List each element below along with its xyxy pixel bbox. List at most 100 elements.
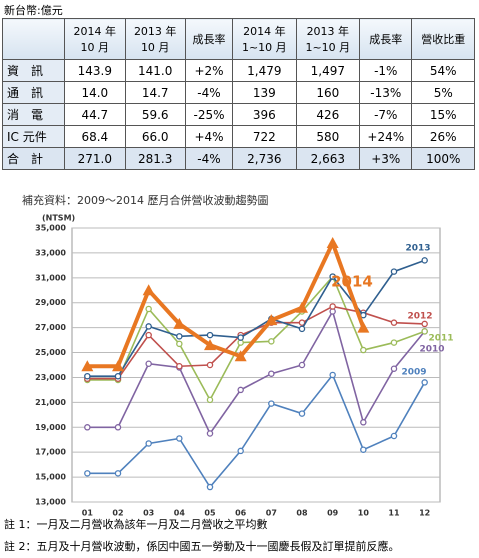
cell: 139 <box>232 81 297 104</box>
cell: 54% <box>411 59 475 82</box>
table-row: 2014 年 10 月 2013 年 10 月成長率 2014 年 1~10 月 20… <box>1 18 475 60</box>
marker <box>206 361 214 369</box>
marker <box>145 331 152 339</box>
marker <box>329 303 336 310</box>
marker <box>268 400 275 407</box>
x-tick-label: 10 <box>358 509 370 518</box>
x-tick-label: 09 <box>327 509 339 518</box>
marker <box>234 350 247 362</box>
y-tick-label: 29,000 <box>35 298 66 307</box>
series-line <box>87 275 425 402</box>
cell: 141.0 <box>124 59 186 82</box>
marker <box>84 372 91 380</box>
cell: 426 <box>295 103 361 126</box>
cell: 68.4 <box>64 125 126 148</box>
cell: 2,663 <box>295 147 361 170</box>
note: 註 1：一月及二月營收為該年一月及二月營收之平均數 <box>4 517 268 531</box>
cell: 營收比重 <box>411 18 475 60</box>
marker <box>237 447 244 455</box>
cell: 2013 年 1~10 月 <box>295 18 361 60</box>
y-tick-label: 23,000 <box>35 373 66 382</box>
marker <box>237 334 244 341</box>
marker <box>206 430 214 437</box>
table-row: 資 訊 143.9 141.0 +2% 1,479 1,497 -1% 54% <box>1 59 475 82</box>
cell: 成長率 <box>184 18 234 60</box>
marker <box>112 360 124 372</box>
x-tick-label: 06 <box>235 509 247 518</box>
cell: 281.3 <box>124 147 186 170</box>
y-tick-label: 15,000 <box>35 473 66 482</box>
marker <box>176 435 183 442</box>
marker <box>360 419 367 426</box>
cell: 消 電 <box>1 103 66 126</box>
series-line <box>87 259 425 378</box>
x-tick-label: 12 <box>419 509 430 518</box>
cell: 1,479 <box>232 59 297 82</box>
x-tick-label: 08 <box>296 509 308 518</box>
marker <box>360 446 367 453</box>
legend-label: 2009 <box>401 368 426 378</box>
cell: 通 訊 <box>1 81 66 104</box>
cell: 271.0 <box>64 147 126 170</box>
x-tick-label: 05 <box>204 509 216 518</box>
series-line <box>87 237 366 369</box>
y-tick-label: 35,000 <box>35 224 66 233</box>
table-row: IC 元件 68.4 66.0 +4% 722 580 +24% 26% <box>1 125 475 148</box>
cell: 5% <box>411 81 475 104</box>
y-tick-label: 21,000 <box>35 398 66 407</box>
cell: 160 <box>295 81 361 104</box>
marker <box>360 346 367 354</box>
y-tick-label: 27,000 <box>35 323 66 332</box>
marker <box>176 340 183 348</box>
marker <box>173 317 186 329</box>
table-row: 合 計 271.0 281.3 -4% 2,736 2,663 +3% 100% <box>1 147 475 170</box>
x-tick-label: 04 <box>174 509 186 518</box>
cell: 資 訊 <box>1 59 66 82</box>
legend-label: 2011 <box>428 334 453 344</box>
marker <box>268 338 275 345</box>
marker <box>296 301 308 313</box>
cell: 722 <box>232 125 297 148</box>
marker <box>204 339 216 351</box>
marker <box>84 424 91 431</box>
marker <box>298 361 306 369</box>
plot-area <box>71 227 441 503</box>
marker <box>357 321 370 333</box>
cell: 2,736 <box>232 147 297 170</box>
cell: -25% <box>184 103 234 126</box>
cell: 66.0 <box>124 125 186 148</box>
table: 2014 年 10 月 2013 年 10 月成長率 2014 年 1~10 月 20… <box>1 18 475 170</box>
cell: -1% <box>359 59 413 82</box>
marker <box>206 483 214 491</box>
series-line <box>87 373 426 489</box>
cell: +2% <box>184 59 234 82</box>
cell: -4% <box>184 81 234 104</box>
marker <box>114 424 122 431</box>
marker <box>390 268 398 275</box>
cell: 2014 年 10 月 <box>64 18 126 60</box>
marker <box>206 331 214 339</box>
marker <box>142 284 155 296</box>
cell: 14.0 <box>64 81 126 104</box>
marker <box>298 410 306 417</box>
marker <box>421 379 428 386</box>
y-tick-label: 17,000 <box>35 448 66 457</box>
marker <box>421 257 428 264</box>
cell: 1,497 <box>295 59 361 82</box>
marker <box>298 319 306 326</box>
marker <box>145 305 152 313</box>
marker <box>114 372 122 380</box>
marker <box>176 362 183 370</box>
series-line <box>87 309 426 436</box>
table-row: 消 電 44.7 59.6 -25% 396 426 -7% 15% <box>1 103 475 126</box>
cell: +4% <box>184 125 234 148</box>
marker <box>326 236 339 248</box>
cell: 26% <box>411 125 475 148</box>
marker <box>329 273 336 280</box>
marker <box>390 432 398 440</box>
y-tick-label: 25,000 <box>35 348 66 357</box>
legend-label: 2012 <box>407 312 432 322</box>
marker <box>145 360 152 368</box>
y-tick-label: 19,000 <box>35 423 66 432</box>
